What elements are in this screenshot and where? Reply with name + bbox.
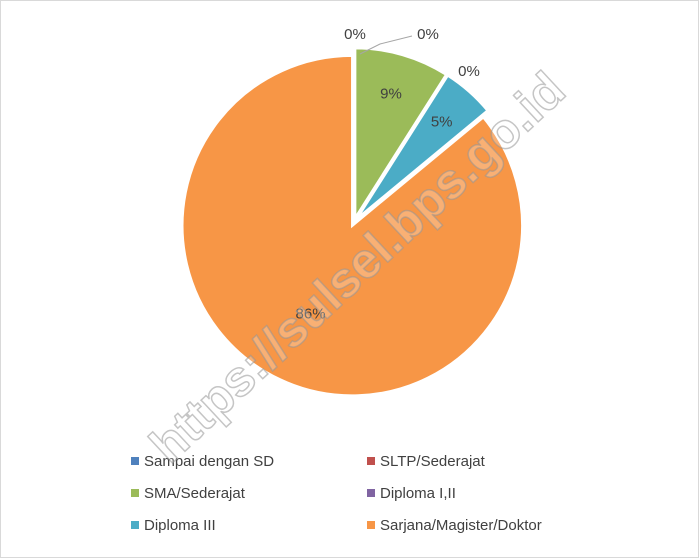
legend-swatch [131,521,139,529]
data-label: 0% [458,63,480,80]
legend-label: Diploma I,II [380,485,456,502]
data-label: 86% [296,305,326,322]
legend-label: Diploma III [144,517,216,534]
legend-swatch [367,521,375,529]
legend-label: SMA/Sederajat [144,485,246,502]
leader-line [359,35,413,55]
legend-swatch [367,457,375,465]
data-label: 0% [417,26,439,43]
data-label: 9% [380,86,402,103]
pie: 0% 0% 9% 0% 5% 86% [181,26,524,397]
legend-swatch [367,489,375,497]
legend-label: SLTP/Sederajat [380,453,486,470]
pie-slice [355,73,490,220]
legend-label: Sarjana/Magister/Doktor [380,517,542,534]
legend-label: Sampai dengan SD [144,453,274,470]
legend: Sampai dengan SD SLTP/Sederajat SMA/Sedera… [131,453,542,534]
data-label: 5% [431,114,453,131]
legend-swatch [131,457,139,465]
legend-swatch [131,489,139,497]
pie-slice [181,54,524,397]
pie-slice [353,46,448,223]
data-label: 0% [344,26,366,43]
